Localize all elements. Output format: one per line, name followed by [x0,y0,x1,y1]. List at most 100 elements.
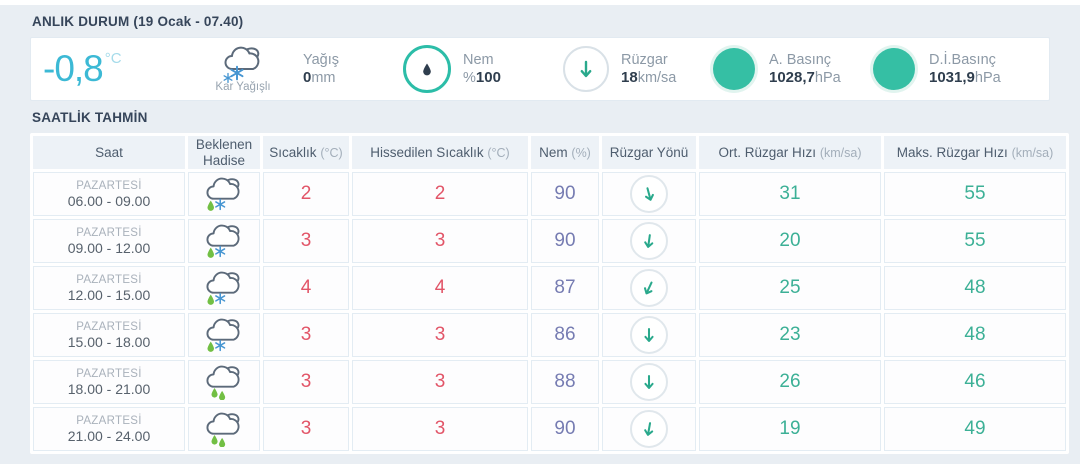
time-range-label: 18.00 - 21.00 [67,380,151,397]
temperature-cell: 3 [263,219,349,264]
max-wind-speed-cell: 55 [884,219,1066,264]
time-range-label: 21.00 - 24.00 [67,427,151,444]
humidity-cell: 88 [531,360,599,405]
sea-pressure-label: D.İ.Basınç [929,51,996,68]
wind-value: 18 [621,68,638,86]
time-cell: PAZARTESİ 21.00 - 24.00 [33,407,185,452]
wind-direction-arrow-icon [630,269,668,308]
avg-wind-speed-cell: 26 [699,360,881,405]
expected-event-cell [188,360,260,405]
forecast-row: PAZARTESİ 18.00 - 21.00 3 3 88 26 46 [33,360,1066,405]
wind-arrow-circle-icon [563,46,609,92]
hourly-section-title: SAATLİK TAHMİN [32,110,148,125]
temperature-cell: 2 [263,172,349,217]
precip-value: 0 [303,68,312,86]
time-cell: PAZARTESİ 06.00 - 09.00 [33,172,185,217]
forecast-row: PAZARTESİ 15.00 - 18.00 3 3 86 23 48 [33,313,1066,358]
humidity-prefix: % [463,69,476,86]
feels-like-cell: 2 [352,172,528,217]
wind-direction-cell [602,407,696,452]
col-header-avg-wind-speed: Ort. Rüzgar Hızı (km/sa) [699,136,881,170]
time-range-label: 15.00 - 18.00 [67,333,151,350]
avg-wind-speed-cell: 23 [699,313,881,358]
expected-event-cell [188,407,260,452]
wind-direction-arrow-icon [630,410,668,449]
pressure-unit: hPa [814,69,841,86]
humidity-cell: 90 [531,172,599,217]
col-header-feels-like: Hissedilen Sıcaklık (°C) [352,136,528,170]
current-section-date: 19 Ocak - 07.40) [138,14,244,29]
wind-direction-cell [602,219,696,264]
forecast-row: PAZARTESİ 21.00 - 24.00 3 3 90 19 49 [33,407,1066,452]
temperature-cell: 3 [263,313,349,358]
feels-like-cell: 3 [352,313,528,358]
wind-direction-arrow-icon [630,363,668,402]
wind-direction-arrow-icon [630,316,668,355]
humidity-cell: 86 [531,313,599,358]
max-wind-speed-cell: 55 [884,172,1066,217]
wind-unit: km/sa [637,69,677,86]
expected-event-cell [188,219,260,264]
col-header-humidity: Nem (%) [531,136,599,170]
max-wind-speed-cell: 49 [884,407,1066,452]
weather-dashboard: ANLIK DURUM (19 Ocak - 07.40) -0,8 °C Ka… [0,5,1080,455]
precip-unit: mm [311,69,336,86]
wind-direction-cell [602,313,696,358]
metric-humidity: Nem %100 [403,45,563,93]
current-conditions-card: -0,8 °C Kar Yağışlı Yağış 0mm Nem %100 [30,37,1050,101]
col-header-wind-direction: Rüzgar Yönü [602,136,696,170]
feels-like-cell: 3 [352,407,528,452]
day-label: PAZARTESİ [76,179,142,192]
feels-like-cell: 4 [352,266,528,311]
col-header-temperature: Sıcaklık (°C) [263,136,349,170]
time-range-label: 09.00 - 12.00 [67,239,151,256]
temperature-unit: °C [104,50,122,67]
temperature-cell: 3 [263,360,349,405]
hourly-forecast-table: Saat Beklenen Hadise Sıcaklık (°C) Hisse… [30,133,1069,455]
cloud-sleet-icon [206,270,242,305]
humidity-cell: 90 [531,219,599,264]
current-section-title: ANLIK DURUM (19 Ocak - 07.40) [32,14,244,29]
max-wind-speed-cell: 46 [884,360,1066,405]
max-wind-speed-cell: 48 [884,313,1066,358]
feels-like-cell: 3 [352,219,528,264]
current-temperature: -0,8 °C [43,40,183,98]
time-cell: PAZARTESİ 09.00 - 12.00 [33,219,185,264]
day-label: PAZARTESİ [76,226,142,239]
cloud-sleet-icon [206,223,242,258]
time-range-label: 06.00 - 09.00 [67,192,151,209]
avg-wind-speed-cell: 19 [699,407,881,452]
wind-direction-arrow-icon [630,175,668,214]
time-cell: PAZARTESİ 15.00 - 18.00 [33,313,185,358]
humidity-label: Nem [463,51,494,68]
feels-like-cell: 3 [352,360,528,405]
sea-pressure-value: 1031,9 [929,68,975,86]
forecast-row: PAZARTESİ 09.00 - 12.00 3 3 90 20 55 [33,219,1066,264]
humidity-cell: 87 [531,266,599,311]
wind-direction-cell [602,266,696,311]
col-header-expected-event: Beklenen Hadise [188,136,260,170]
cloud-sleet-icon [206,317,242,352]
day-label: PAZARTESİ [76,414,142,427]
pressure-value: 1028,7 [769,68,815,86]
wind-direction-arrow-icon [630,222,668,261]
day-label: PAZARTESİ [76,367,142,380]
avg-wind-speed-cell: 25 [699,266,881,311]
humidity-value: 100 [475,68,501,86]
pressure-label: A. Basınç [769,51,832,68]
cloud-rain-icon [206,411,242,448]
day-label: PAZARTESİ [76,273,142,286]
temperature-cell: 3 [263,407,349,452]
expected-event-cell [188,266,260,311]
sea-pressure-unit: hPa [974,69,1001,86]
expected-event-cell [188,313,260,358]
cloud-sleet-icon [206,176,242,211]
metric-wind: Rüzgar 18km/sa [563,46,713,92]
metric-pressure: A. Basınç 1028,7hPa [713,48,873,90]
droplet-ring-icon [403,45,451,93]
time-range-label: 12.00 - 15.00 [67,286,151,303]
avg-wind-speed-cell: 31 [699,172,881,217]
current-condition: Kar Yağışlı [183,45,303,93]
humidity-cell: 90 [531,407,599,452]
time-cell: PAZARTESİ 12.00 - 15.00 [33,266,185,311]
